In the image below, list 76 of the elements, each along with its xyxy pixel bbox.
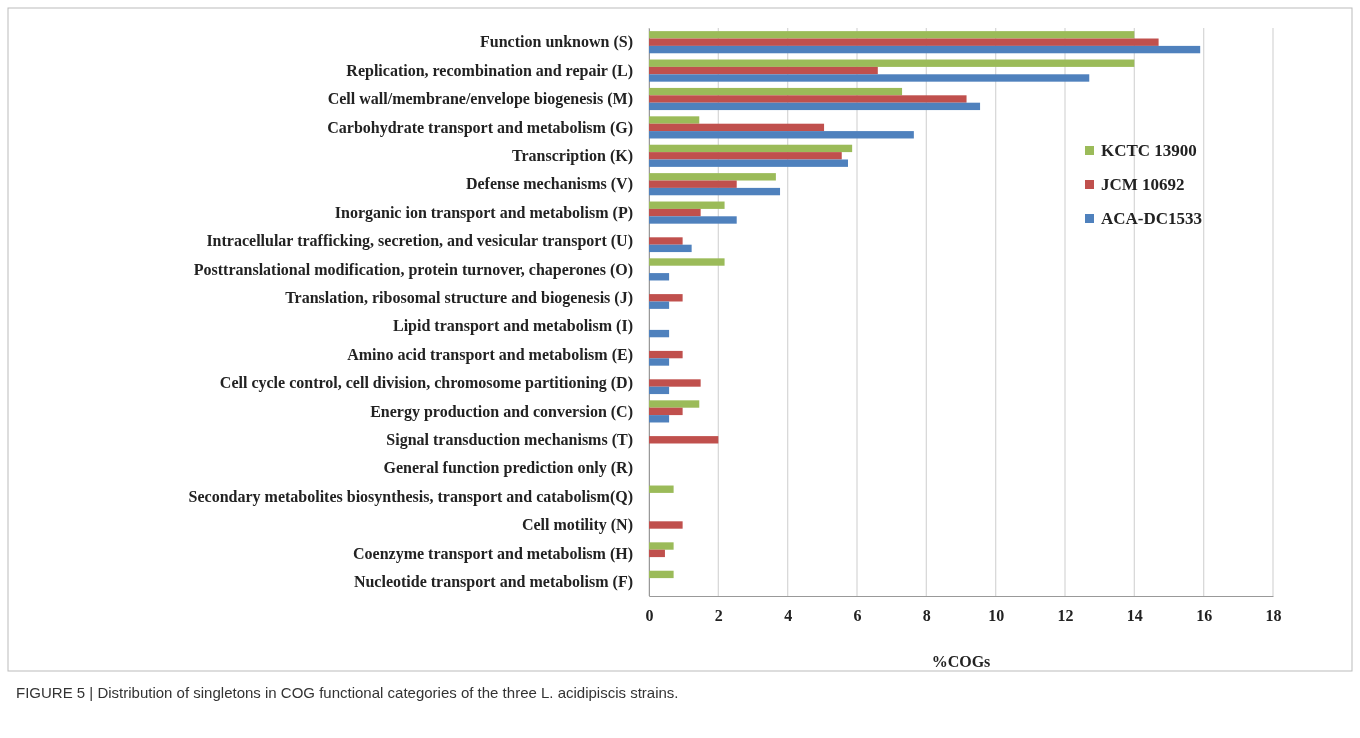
bar [649,301,670,309]
bar [649,38,1159,46]
bar [649,159,848,167]
y-tick-label: Replication, recombination and repair (L) [346,61,633,80]
legend-label: ACA-DC1533 [1101,209,1203,228]
bar [649,74,1090,82]
y-tick-label: Secondary metabolites biosynthesis, transport and catabolism(Q) [188,487,633,506]
bar [649,144,853,153]
bar [649,258,725,266]
y-tick-label: Transcription (K) [511,146,633,165]
x-tick-label: 0 [645,607,654,625]
x-tick-label: 2 [714,607,723,625]
y-tick-label: Cell motility (N) [521,516,633,535]
y-tick-label: Lipid transport and metabolism (I) [392,317,633,336]
y-tick-label: General function prediction only (R) [383,459,633,478]
x-tick-label: 18 [1265,607,1282,625]
x-tick-label: 6 [853,607,862,625]
x-tick-label: 4 [784,607,793,625]
y-tick-label: Energy production and conversion (C) [370,402,633,421]
bar [649,549,665,558]
bar [649,273,670,281]
y-tick-label: Inorganic ion transport and metabolism (P) [334,203,633,222]
bar [649,350,683,359]
legend-label: JCM 10692 [1101,175,1185,194]
bar [649,436,719,444]
bar [649,542,674,550]
bar [649,102,981,111]
y-tick-label: Translation, ribosomal structure and biogenesis (J) [285,288,633,307]
bar [649,415,670,423]
bar [649,400,700,408]
bar [649,87,903,96]
bar [649,237,683,245]
y-tick-label: Cell wall/membrane/envelope biogenesis (M) [327,90,633,109]
bar [649,386,670,395]
y-tick-label: Defense mechanisms (V) [465,175,633,194]
x-axis-title: %COGs [931,653,991,670]
bar [649,31,1135,39]
bar [649,294,683,302]
bar [649,173,776,181]
x-tick-label: 10 [988,607,1005,625]
y-tick-label: Cell cycle control, cell division, chromosome partitioning (D) [219,374,633,393]
bar [649,244,692,253]
bar [649,379,701,387]
bar [649,216,737,224]
bar [649,95,967,103]
bar [649,485,674,493]
bar [649,187,781,196]
bar [649,180,737,188]
legend-label: KCTC 13900 [1101,141,1197,160]
bar [649,45,1201,54]
bar [649,201,725,209]
bar [649,570,674,579]
bar [649,131,914,139]
y-tick-label: Nucleotide transport and metabolism (F) [353,572,633,591]
bar [649,329,670,338]
bar [649,66,878,75]
x-tick-label: 12 [1057,607,1074,625]
y-tick-label: Posttranslational modification, protein turnover, chaperones (O) [193,260,633,279]
bar [649,123,825,132]
bar [649,407,683,416]
x-tick-label: 8 [922,607,931,625]
y-tick-label: Amino acid transport and metabolism (E) [347,345,633,364]
bar [649,521,683,529]
x-tick-label: 14 [1126,607,1143,625]
y-tick-label: Carbohydrate transport and metabolism (G) [327,118,633,137]
bar [649,208,701,217]
bar [649,358,670,366]
y-tick-label: Signal transduction mechanisms (T) [386,430,633,449]
x-tick-label: 16 [1196,607,1213,625]
bar [649,116,700,124]
y-tick-label: Coenzyme transport and metabolism (H) [353,544,633,563]
bar [649,59,1135,67]
y-tick-label: Function unknown (S) [480,33,633,52]
y-tick-label: Intracellular trafficking, secretion, and vesicular transport (U) [206,232,633,251]
caption: FIGURE 5 | Distribution of singletons in COG functional categories of the three L. acidipiscis strains. [16,684,679,701]
bar [649,152,842,160]
